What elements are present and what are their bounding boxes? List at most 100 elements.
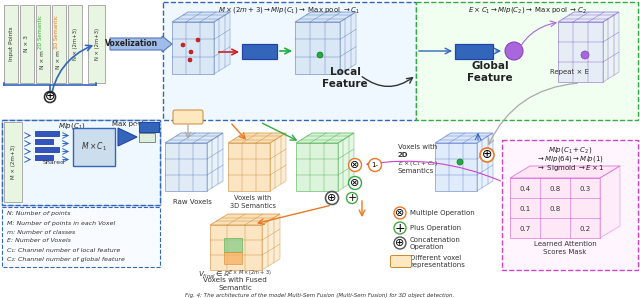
Bar: [35, 155, 53, 160]
Circle shape: [317, 52, 323, 58]
Polygon shape: [296, 133, 354, 143]
Bar: [2, 207, 160, 267]
Bar: [88, 5, 105, 83]
Polygon shape: [295, 22, 340, 74]
Polygon shape: [338, 133, 354, 191]
Text: Voxels with: Voxels with: [398, 144, 437, 150]
Circle shape: [581, 51, 589, 59]
Text: 3D Semantic: 3D Semantic: [54, 15, 58, 49]
Text: Plus Operation: Plus Operation: [410, 225, 461, 231]
Text: $V_{final} \in \mathbb{R}^{E \times M \times (2m+3)}$: $V_{final} \in \mathbb{R}^{E \times M \t…: [198, 269, 272, 281]
Text: 1-: 1-: [371, 162, 378, 168]
Circle shape: [349, 159, 362, 172]
FancyBboxPatch shape: [173, 110, 203, 124]
Circle shape: [394, 237, 406, 249]
Text: ⊕: ⊕: [45, 91, 55, 103]
Text: Global
Feature: Global Feature: [467, 61, 513, 83]
Bar: [20, 5, 34, 83]
Polygon shape: [477, 133, 493, 191]
Polygon shape: [270, 133, 286, 191]
Text: ⊕: ⊕: [482, 148, 492, 162]
Polygon shape: [210, 214, 280, 225]
Text: $C_2$: $C_2$: [509, 45, 519, 57]
Text: Voxels with
3D Semantics: Voxels with 3D Semantics: [230, 195, 276, 209]
Text: M × (2m+3): M × (2m+3): [10, 145, 15, 179]
Bar: [139, 133, 155, 142]
Bar: [455, 44, 493, 59]
Text: ⊕: ⊕: [396, 238, 404, 248]
Circle shape: [188, 58, 192, 62]
Bar: [416, 2, 638, 120]
Polygon shape: [600, 166, 620, 238]
Circle shape: [346, 193, 358, 204]
Circle shape: [457, 159, 463, 165]
Text: PointNet: PointNet: [455, 47, 493, 56]
Text: 0.2: 0.2: [579, 226, 591, 232]
FancyBboxPatch shape: [390, 255, 412, 268]
Circle shape: [349, 176, 362, 190]
Text: $E \times C_1 \rightarrow Mlp(C_2) \rightarrow$ Max pool $\rightarrow C_2$: $E \times C_1 \rightarrow Mlp(C_2) \righ…: [468, 5, 586, 15]
Polygon shape: [603, 12, 619, 82]
Text: ⊗: ⊗: [350, 178, 360, 188]
Bar: [4, 122, 22, 202]
Circle shape: [505, 42, 523, 60]
Bar: [163, 2, 416, 120]
Text: m: Number of classes: m: Number of classes: [7, 229, 76, 235]
Bar: [52, 5, 66, 83]
Text: Learned Attention
Scores Mask: Learned Attention Scores Mask: [534, 241, 596, 254]
Text: $M \times C_1$: $M \times C_1$: [81, 141, 107, 153]
Circle shape: [394, 207, 406, 219]
Bar: [2, 120, 160, 205]
Polygon shape: [228, 133, 286, 143]
Polygon shape: [228, 143, 270, 191]
Text: $Mlp(C_1)$: $Mlp(C_1)$: [58, 121, 86, 131]
Text: N × (2m+3): N × (2m+3): [72, 28, 77, 60]
Text: +: +: [348, 193, 356, 203]
Text: N: Number of points: N: Number of points: [7, 212, 70, 217]
Polygon shape: [296, 143, 338, 191]
Polygon shape: [558, 12, 619, 22]
Text: N × m: N × m: [40, 51, 45, 69]
Bar: [502, 140, 638, 270]
Text: 0.8: 0.8: [549, 186, 561, 192]
Polygon shape: [558, 22, 603, 82]
Text: ⊗: ⊗: [350, 160, 360, 170]
FancyArrow shape: [110, 36, 172, 52]
Text: Local
Feature: Local Feature: [322, 67, 368, 89]
Text: $\rightarrow$ Sigmoid $\rightarrow E \times 1$: $\rightarrow$ Sigmoid $\rightarrow E \ti…: [536, 163, 604, 173]
Polygon shape: [207, 133, 223, 191]
Circle shape: [480, 148, 494, 162]
Polygon shape: [262, 214, 280, 270]
Polygon shape: [118, 128, 137, 146]
Circle shape: [394, 222, 406, 234]
Bar: [139, 122, 159, 132]
Text: N × m: N × m: [56, 51, 61, 69]
Bar: [35, 131, 59, 136]
Text: Repeat × E: Repeat × E: [550, 69, 589, 75]
Text: E: Number of Voxels: E: Number of Voxels: [7, 238, 71, 243]
Text: Voxelization: Voxelization: [106, 40, 159, 49]
Circle shape: [45, 91, 56, 103]
Bar: [35, 147, 59, 152]
Bar: [68, 5, 82, 83]
Text: N × 3: N × 3: [24, 35, 29, 52]
Bar: [224, 238, 242, 252]
Text: $C_1$: $C_1$: [142, 131, 152, 144]
Bar: [73, 128, 115, 166]
Polygon shape: [210, 225, 262, 270]
Polygon shape: [435, 133, 493, 143]
Polygon shape: [510, 166, 620, 178]
Text: M: Number of points in each Voxel: M: Number of points in each Voxel: [7, 221, 115, 226]
Text: Shared: Shared: [43, 161, 65, 165]
Polygon shape: [510, 178, 600, 238]
Bar: [36, 5, 50, 83]
Bar: [35, 139, 53, 144]
Text: 0.8: 0.8: [549, 206, 561, 212]
Text: 2D Semantic: 2D Semantic: [38, 15, 42, 49]
Text: $Mlp(C_1+C_2)$: $Mlp(C_1+C_2)$: [548, 145, 592, 155]
Polygon shape: [165, 143, 207, 191]
Text: Multiple Operation: Multiple Operation: [410, 210, 475, 216]
Text: 0.7: 0.7: [520, 226, 531, 232]
Text: Semantics: Semantics: [398, 168, 435, 174]
Circle shape: [326, 192, 339, 204]
